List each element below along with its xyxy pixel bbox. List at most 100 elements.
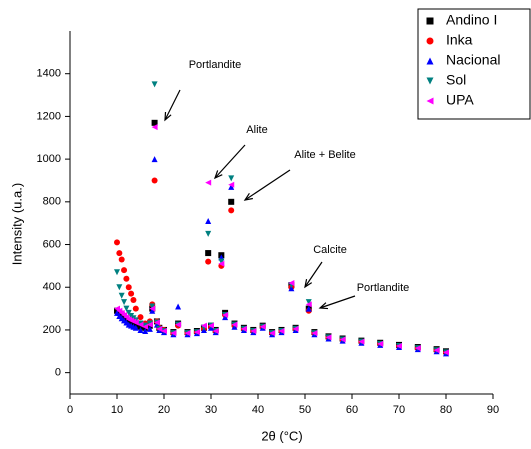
data-point [228, 207, 235, 214]
annotation-arrowhead [213, 170, 223, 180]
annotation: Alite + Belite [294, 149, 355, 161]
data-point [125, 284, 132, 291]
data-point [222, 311, 229, 318]
y-tick-label: 1400 [37, 68, 61, 80]
x-tick-label: 20 [158, 404, 170, 416]
data-point [137, 314, 144, 321]
data-point [205, 218, 212, 225]
y-tick-label: 800 [43, 196, 61, 208]
data-point [137, 323, 144, 330]
data-point [443, 349, 449, 356]
data-point [339, 336, 346, 343]
data-point [128, 290, 135, 297]
data-point [240, 325, 247, 332]
data-point [358, 338, 365, 345]
data-point [170, 330, 177, 337]
annotation-arrow [319, 295, 356, 309]
data-point [305, 301, 312, 308]
legend-box [417, 8, 531, 120]
data-point [278, 328, 285, 335]
data-point [114, 309, 120, 316]
data-point [149, 307, 156, 314]
data-point [228, 183, 235, 190]
legend-marker [426, 77, 434, 85]
x-tick-label: 0 [67, 404, 73, 416]
y-tick-label: 400 [43, 281, 61, 293]
data-point [121, 267, 128, 274]
data-point [396, 342, 402, 349]
legend-label: Sol [446, 72, 466, 88]
y-axis-label: Intensity (u.a.) [9, 183, 24, 265]
y-tick-label: 1000 [37, 153, 61, 165]
data-point [114, 269, 120, 276]
y-tick-label: 200 [43, 324, 61, 336]
data-point [377, 340, 384, 347]
y-tick-label: 600 [43, 238, 61, 250]
data-point [218, 258, 225, 265]
data-point [146, 325, 153, 332]
data-point [151, 81, 158, 88]
annotation: Calcite [313, 244, 347, 256]
data-point [151, 119, 158, 126]
data-point [132, 319, 139, 326]
annotation: Portlandite [189, 59, 242, 71]
data-point [200, 322, 207, 329]
data-point [288, 285, 295, 292]
x-tick-label: 40 [252, 404, 264, 416]
legend-label: UPA [446, 92, 474, 108]
x-tick-label: 30 [205, 404, 217, 416]
data-point [151, 124, 158, 131]
data-point [205, 179, 212, 186]
data-point [231, 321, 238, 328]
y-tick-label: 0 [55, 367, 61, 379]
data-point [205, 258, 212, 265]
data-point [149, 305, 156, 312]
data-point [123, 305, 130, 312]
data-point [123, 275, 130, 282]
data-point [142, 323, 149, 330]
data-point [218, 260, 225, 267]
data-point [114, 239, 120, 246]
annotation-arrow [244, 169, 291, 201]
legend-marker [426, 17, 434, 25]
annotation-arrow [164, 89, 181, 121]
annotation-arrowhead [304, 279, 313, 289]
annotation: Alite [246, 124, 267, 136]
annotation: Portlandite [357, 282, 410, 294]
data-point [288, 279, 295, 286]
data-point [193, 329, 200, 336]
data-point [116, 250, 123, 257]
x-tick-label: 10 [111, 404, 123, 416]
data-point [208, 322, 214, 329]
y-tick-label: 1200 [37, 110, 61, 122]
annotation-arrow [304, 261, 323, 288]
data-point [433, 347, 440, 354]
data-point [153, 319, 160, 326]
data-point [156, 325, 163, 332]
data-point [228, 181, 235, 188]
data-point [205, 250, 212, 257]
annotation-arrow [214, 144, 246, 179]
x-axis-label: 2θ (°C) [261, 428, 302, 443]
data-point [137, 321, 144, 328]
data-point [146, 321, 153, 328]
data-point [292, 325, 299, 332]
data-point [142, 328, 149, 335]
data-point [175, 321, 182, 328]
data-point [132, 321, 139, 328]
data-point [132, 324, 139, 331]
annotation-arrowhead [164, 111, 172, 122]
legend-label: Andino I [446, 12, 497, 28]
data-point [149, 303, 156, 310]
data-point [414, 345, 421, 352]
legend-marker [426, 37, 434, 45]
data-point [116, 284, 123, 291]
data-point [311, 330, 318, 337]
legend-marker [426, 97, 434, 105]
data-point [184, 330, 191, 337]
data-point [137, 326, 144, 333]
data-point [205, 230, 212, 237]
data-point [325, 334, 332, 341]
x-tick-label: 80 [440, 404, 452, 416]
